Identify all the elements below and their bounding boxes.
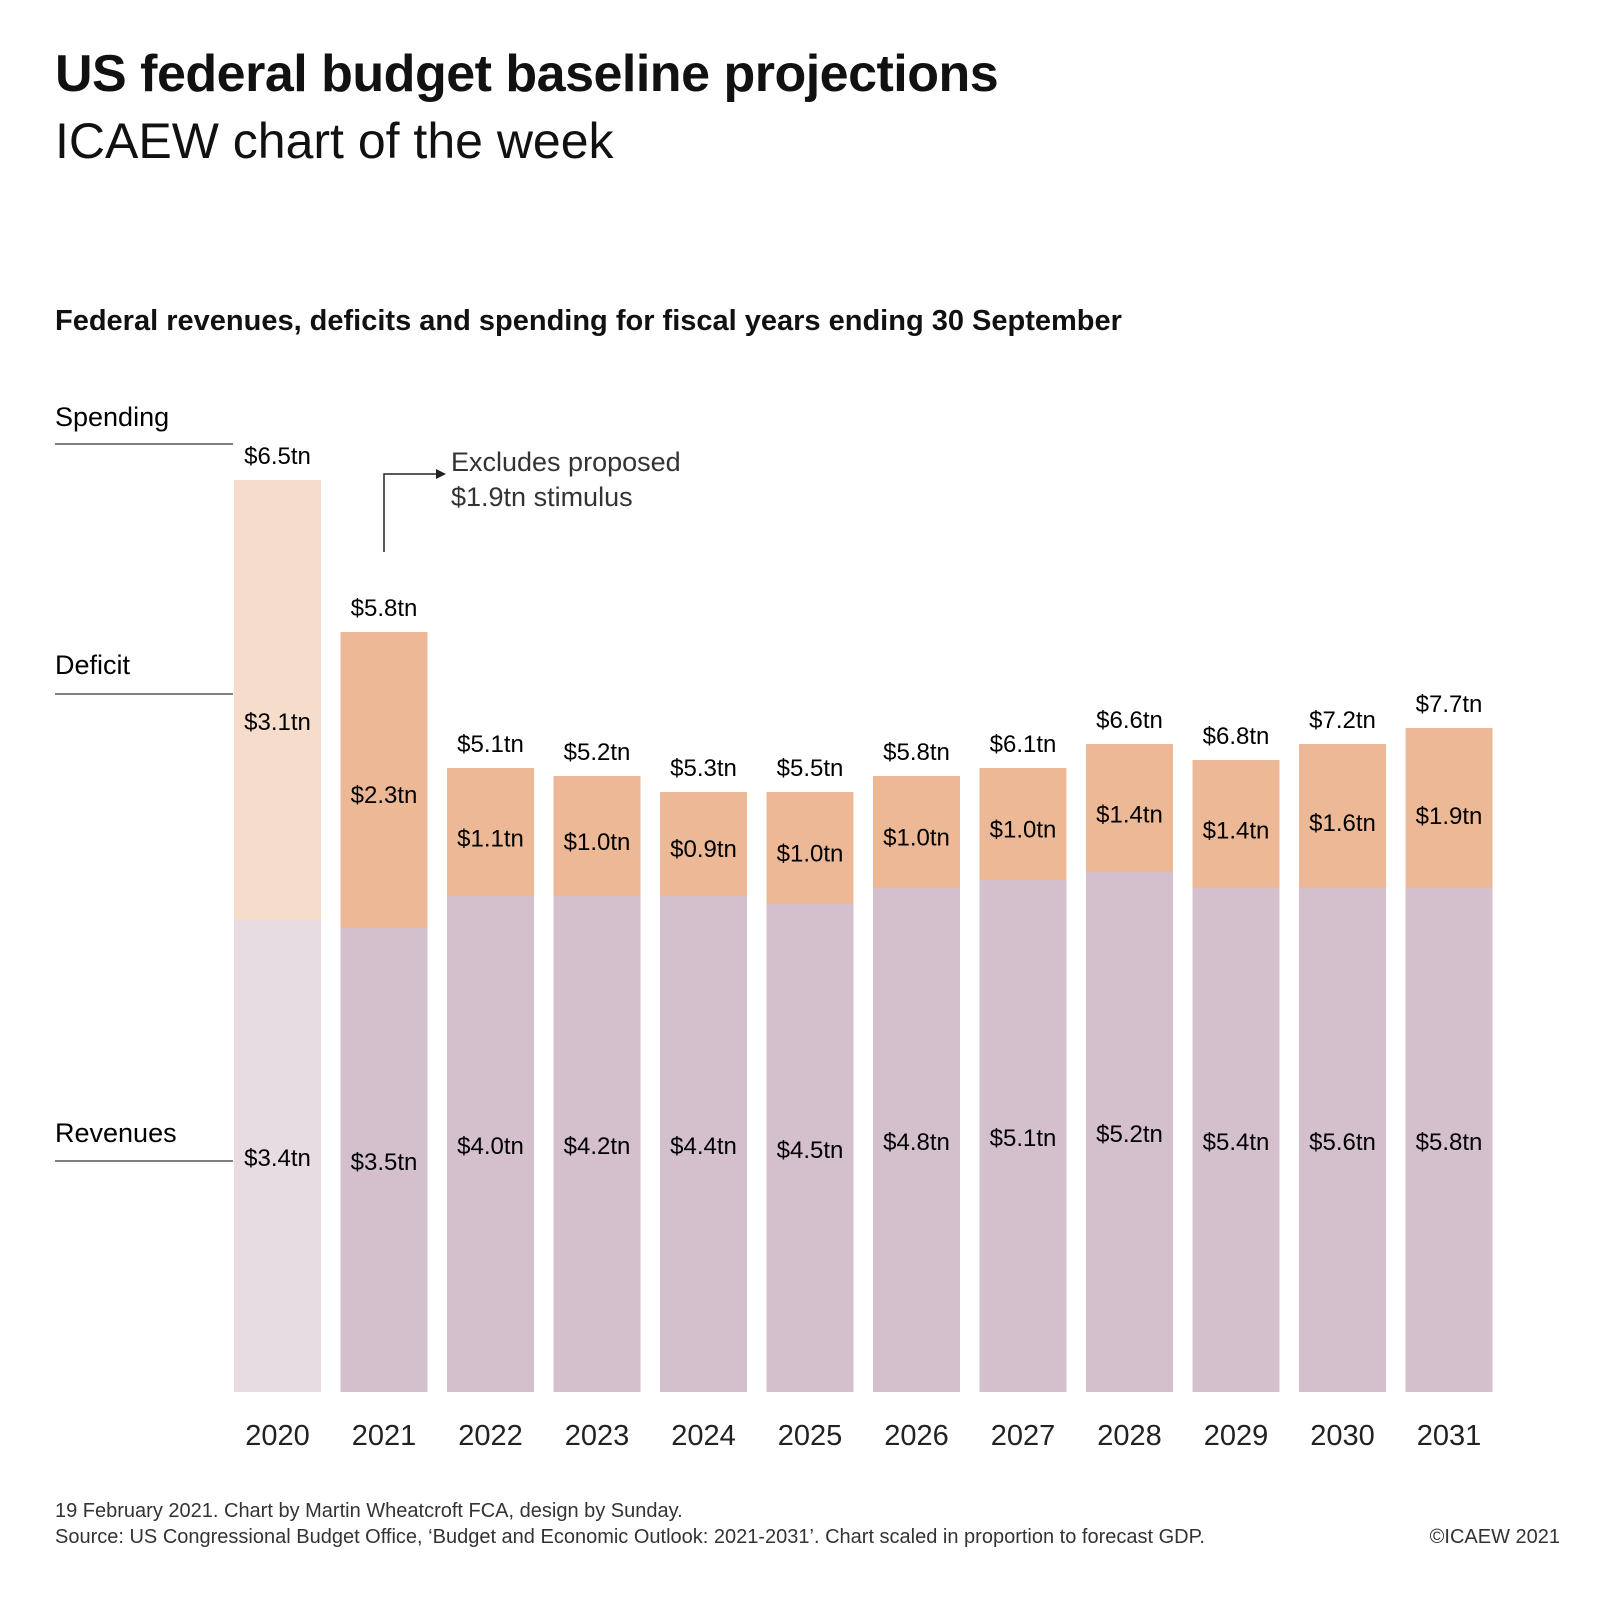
label-revenues-2022: $4.0tn [457, 1133, 524, 1160]
annotation-line2: $1.9tn stimulus [451, 482, 633, 512]
label-deficit-2027: $1.0tn [990, 817, 1057, 844]
bar-revenues-2024 [660, 896, 747, 1392]
x-tick-2023: 2023 [565, 1420, 630, 1452]
bar-deficit-2031 [1405, 728, 1493, 888]
bar-revenues-2030 [1299, 888, 1386, 1392]
label-deficit-2028: $1.4tn [1096, 801, 1163, 828]
label-spending-2031: $7.7tn [1416, 691, 1483, 718]
legend-spending: Spending [55, 402, 169, 432]
x-tick-2020: 2020 [245, 1420, 310, 1452]
x-tick-2031: 2031 [1417, 1420, 1482, 1452]
footer-source: Source: US Congressional Budget Office, … [55, 1526, 1205, 1548]
page-subtitle: ICAEW chart of the week [55, 113, 614, 169]
label-revenues-2023: $4.2tn [564, 1133, 631, 1160]
bar-deficit-2026 [873, 776, 960, 888]
bar-deficit-2025 [766, 792, 854, 904]
label-spending-2025: $5.5tn [777, 755, 844, 782]
label-revenues-2030: $5.6tn [1309, 1129, 1376, 1156]
label-deficit-2022: $1.1tn [457, 825, 524, 852]
label-revenues-2028: $5.2tn [1096, 1121, 1163, 1148]
label-revenues-2026: $4.8tn [883, 1129, 950, 1156]
legend-deficit: Deficit [55, 650, 131, 680]
label-spending-2030: $7.2tn [1309, 707, 1376, 734]
label-revenues-2027: $5.1tn [990, 1125, 1057, 1152]
label-deficit-2026: $1.0tn [883, 825, 950, 852]
x-tick-2026: 2026 [884, 1420, 949, 1452]
stimulus-annotation: Excludes proposed $1.9tn stimulus [383, 447, 681, 552]
label-revenues-2024: $4.4tn [670, 1133, 737, 1160]
bar-deficit-2020 [234, 480, 321, 920]
bar-revenues-2023 [553, 896, 641, 1392]
label-revenues-2031: $5.8tn [1416, 1129, 1483, 1156]
bar-revenues-2027 [979, 880, 1067, 1392]
label-revenues-2025: $4.5tn [777, 1137, 844, 1164]
bar-revenues-2031 [1405, 888, 1493, 1392]
labels-layer: $3.4tn $3.1tn $6.5tn 2020 $3.5tn $2.3tn $5.8tn… [244, 443, 1482, 1452]
label-spending-2022: $5.1tn [457, 731, 524, 758]
label-spending-2029: $6.8tn [1203, 723, 1270, 750]
label-deficit-2031: $1.9tn [1416, 803, 1483, 830]
label-spending-2024: $5.3tn [670, 755, 737, 782]
x-tick-2028: 2028 [1097, 1420, 1162, 1452]
x-tick-2025: 2025 [778, 1420, 843, 1452]
label-spending-2026: $5.8tn [883, 739, 950, 766]
label-spending-2028: $6.6tn [1096, 707, 1163, 734]
bar-deficit-2029 [1192, 760, 1280, 888]
x-tick-2029: 2029 [1204, 1420, 1269, 1452]
x-tick-2030: 2030 [1310, 1420, 1375, 1452]
bar-revenues-2022 [447, 896, 534, 1392]
bar-deficit-2024 [660, 792, 747, 896]
bar-revenues-2028 [1086, 872, 1173, 1392]
label-revenues-2021: $3.5tn [351, 1149, 418, 1176]
arrow-head-icon [436, 469, 446, 479]
series-legend: Spending Deficit Revenues [55, 402, 233, 1162]
x-tick-2024: 2024 [671, 1420, 736, 1452]
annotation-line1: Excludes proposed [451, 447, 681, 477]
bar-revenues-2029 [1192, 888, 1280, 1392]
bar-deficit-2023 [553, 776, 641, 896]
label-deficit-2025: $1.0tn [777, 841, 844, 868]
bar-deficit-2027 [979, 768, 1067, 880]
label-revenues-2020: $3.4tn [244, 1145, 311, 1172]
bar-revenues-2020 [234, 920, 321, 1392]
bars-layer [234, 480, 1493, 1392]
bar-revenues-2025 [766, 904, 854, 1392]
bar-revenues-2026 [873, 888, 960, 1392]
footer-credit: 19 February 2021. Chart by Martin Wheatc… [55, 1500, 683, 1522]
label-deficit-2029: $1.4tn [1203, 817, 1270, 844]
label-deficit-2030: $1.6tn [1309, 810, 1376, 837]
label-revenues-2029: $5.4tn [1203, 1129, 1270, 1156]
bar-deficit-2021 [340, 632, 428, 928]
bar-deficit-2022 [447, 768, 534, 896]
label-deficit-2021: $2.3tn [351, 782, 418, 809]
label-deficit-2023: $1.0tn [564, 829, 631, 856]
bar-revenues-2021 [340, 928, 428, 1392]
label-spending-2021: $5.8tn [351, 595, 418, 622]
x-tick-2022: 2022 [458, 1420, 523, 1452]
label-deficit-2020: $3.1tn [244, 709, 311, 736]
bar-deficit-2030 [1299, 744, 1386, 888]
page-title: US federal budget baseline projections [55, 45, 999, 103]
bar-deficit-2028 [1086, 744, 1173, 872]
annotation-arrow-line [383, 473, 436, 552]
copyright: ©ICAEW 2021 [1429, 1526, 1560, 1548]
label-spending-2020: $6.5tn [244, 443, 311, 470]
x-tick-2021: 2021 [352, 1420, 417, 1452]
label-spending-2027: $6.1tn [990, 731, 1057, 758]
label-deficit-2024: $0.9tn [670, 836, 737, 863]
legend-revenues: Revenues [55, 1118, 177, 1148]
chart-title: Federal revenues, deficits and spending … [55, 305, 1122, 337]
x-tick-2027: 2027 [991, 1420, 1056, 1452]
label-spending-2023: $5.2tn [564, 739, 631, 766]
